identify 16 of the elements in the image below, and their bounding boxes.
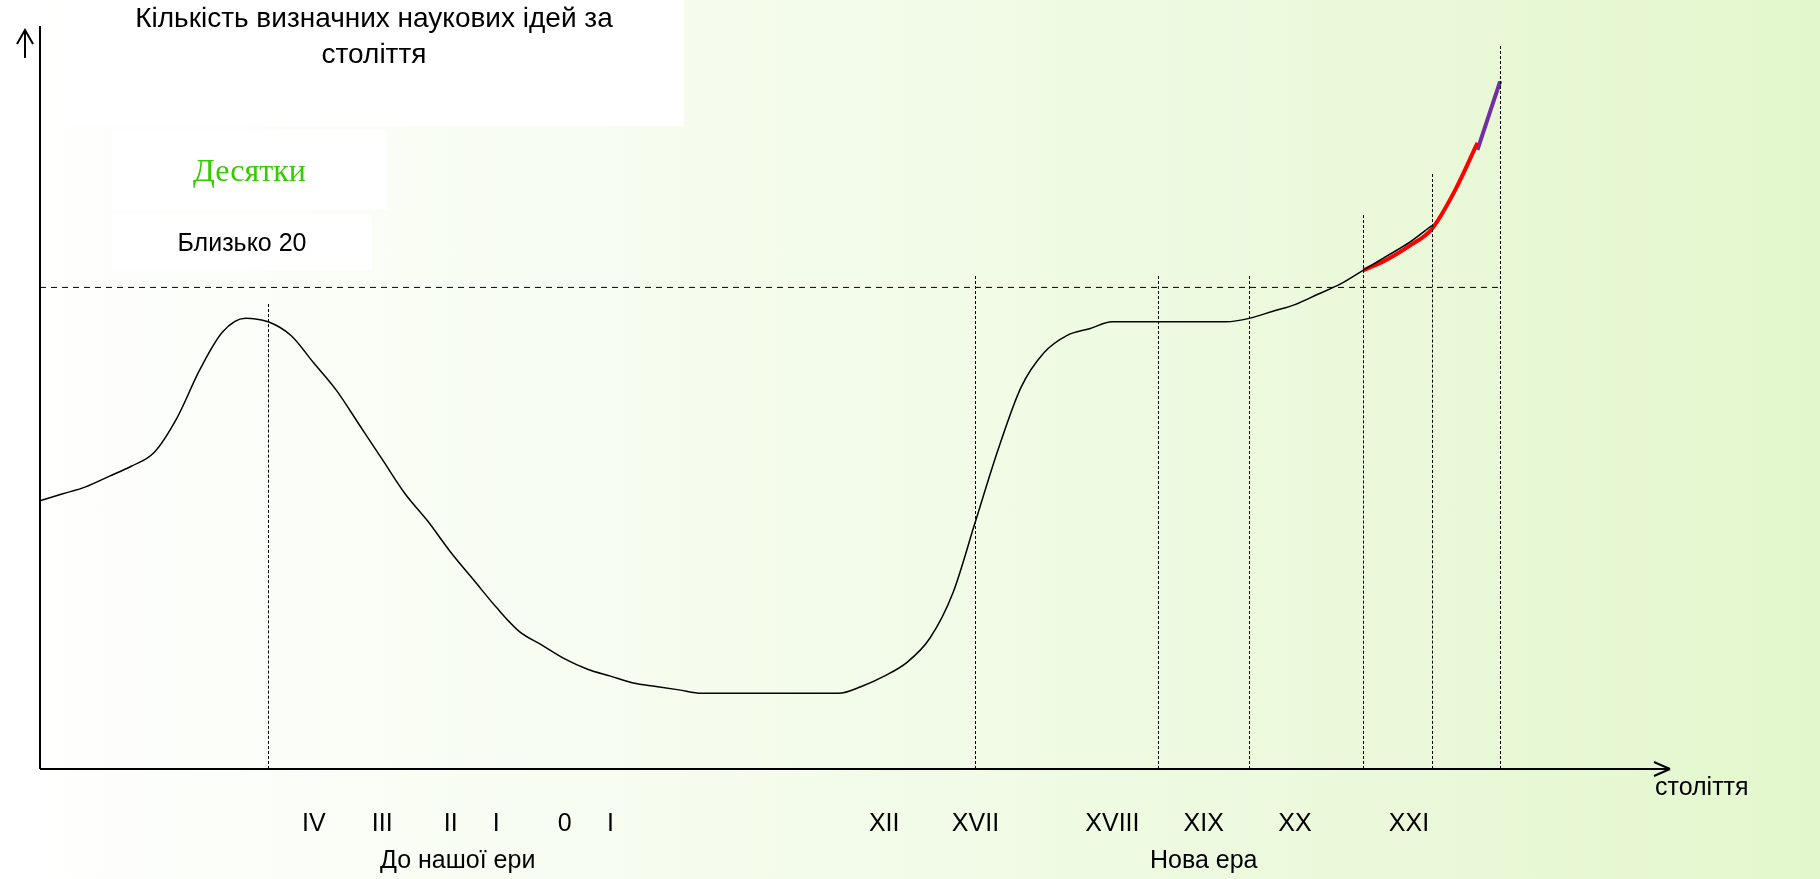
chart-title: Кількість визначних наукових ідей за століття [134,1,614,71]
x-tick-label: XVIII [1085,807,1140,836]
x-tick-label: XX [1278,807,1312,836]
x-tick-label: IV [301,807,326,836]
x-tick-label: I [492,807,500,836]
x-tick-label: XIX [1183,807,1225,836]
text: До нашої ери [380,845,536,874]
x-tick-label: II [443,807,458,836]
x-tick-label: XXI [1388,807,1430,836]
x-axis-title: століття [1655,772,1749,801]
text: Нова ера [1150,845,1258,874]
x-tick-label: 0 [557,807,572,836]
x-tick-label: I [606,807,614,836]
x-tick-label: III [371,807,393,836]
x-tick-label: XVII [951,807,1000,836]
x-tick-label: XII [868,807,900,836]
